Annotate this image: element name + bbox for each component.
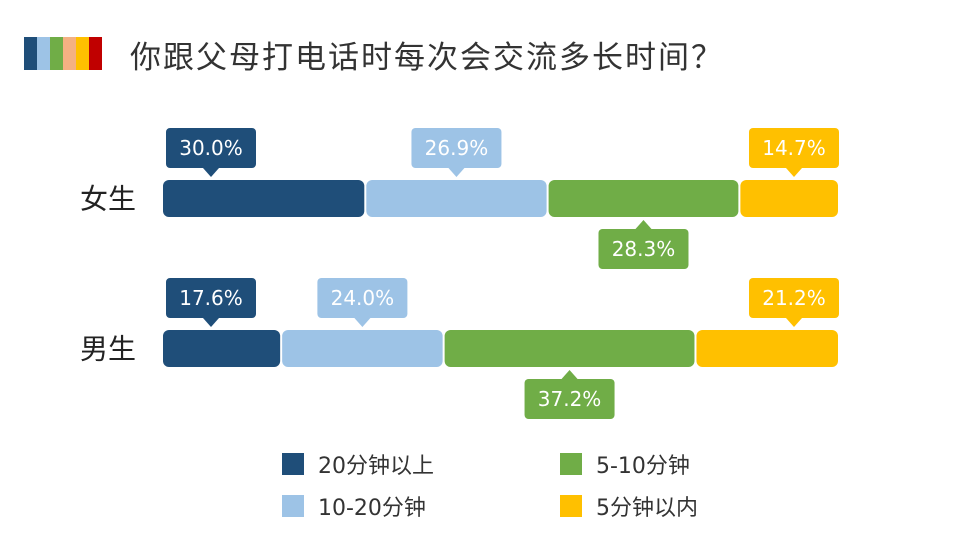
legend-swatch bbox=[560, 495, 582, 517]
data-label-callout: 24.0% bbox=[317, 278, 408, 327]
bar-segment bbox=[548, 180, 739, 217]
legend-swatch bbox=[282, 453, 304, 475]
stripe-2 bbox=[37, 37, 50, 70]
callout-box bbox=[411, 128, 502, 168]
legend-item-5-10: 5-10分钟 bbox=[560, 448, 690, 480]
legend-label: 5分钟以内 bbox=[596, 496, 698, 521]
bar-segment bbox=[366, 180, 547, 217]
callout-box bbox=[166, 278, 256, 318]
callout-pointer bbox=[786, 318, 802, 327]
legend-item-under-5: 5分钟以内 bbox=[560, 490, 698, 522]
callout-box bbox=[749, 128, 839, 168]
stripe-3 bbox=[50, 37, 63, 70]
callout-pointer bbox=[203, 318, 219, 327]
callout-box bbox=[317, 278, 408, 318]
callout-pointer bbox=[561, 370, 578, 379]
stripe-6 bbox=[89, 37, 102, 70]
data-label-callout: 30.0% bbox=[166, 128, 256, 177]
data-label: 21.2% bbox=[762, 286, 826, 310]
callout-pointer bbox=[448, 168, 465, 177]
data-label: 17.6% bbox=[179, 286, 243, 310]
callout-pointer bbox=[354, 318, 371, 327]
data-label: 14.7% bbox=[762, 136, 826, 160]
data-label: 37.2% bbox=[538, 387, 602, 411]
data-label: 26.9% bbox=[425, 136, 489, 160]
data-label-callout: 28.3% bbox=[598, 220, 689, 269]
callout-pointer bbox=[203, 168, 219, 177]
bar-segment bbox=[696, 330, 838, 367]
data-label: 24.0% bbox=[331, 286, 395, 310]
data-label: 30.0% bbox=[179, 136, 243, 160]
callout-pointer bbox=[635, 220, 652, 229]
legend-label: 10-20分钟 bbox=[318, 496, 426, 521]
legend-label: 5-10分钟 bbox=[596, 454, 690, 479]
bar-segment bbox=[444, 330, 695, 367]
bar-segment bbox=[163, 330, 281, 367]
callout-box bbox=[749, 278, 839, 318]
data-label-callout: 21.2% bbox=[749, 278, 839, 327]
data-label-callout: 14.7% bbox=[749, 128, 839, 177]
stripe-5 bbox=[76, 37, 89, 70]
data-label-callout: 26.9% bbox=[411, 128, 502, 177]
bar-segment bbox=[163, 180, 365, 217]
data-label-callout: 17.6% bbox=[166, 278, 256, 327]
callout-box bbox=[524, 379, 615, 419]
category-label: 女生 bbox=[80, 183, 136, 216]
callout-pointer bbox=[786, 168, 802, 177]
bar-segment bbox=[282, 330, 443, 367]
callout-box bbox=[598, 229, 689, 269]
stripe-1 bbox=[24, 37, 37, 70]
data-label: 28.3% bbox=[612, 237, 676, 261]
legend-item-over-20: 20分钟以上 bbox=[282, 448, 434, 480]
callout-box bbox=[166, 128, 256, 168]
stripe-4 bbox=[63, 37, 76, 70]
title-color-stripes bbox=[24, 37, 102, 70]
legend-swatch bbox=[282, 495, 304, 517]
legend-item-10-20: 10-20分钟 bbox=[282, 490, 426, 522]
legend-swatch bbox=[560, 453, 582, 475]
category-label: 男生 bbox=[80, 333, 136, 366]
legend-label: 20分钟以上 bbox=[318, 454, 434, 479]
data-label-callout: 37.2% bbox=[524, 370, 615, 419]
chart-title: 你跟父母打电话时每次会交流多长时间？ bbox=[130, 40, 724, 76]
bar-segment bbox=[740, 180, 838, 217]
